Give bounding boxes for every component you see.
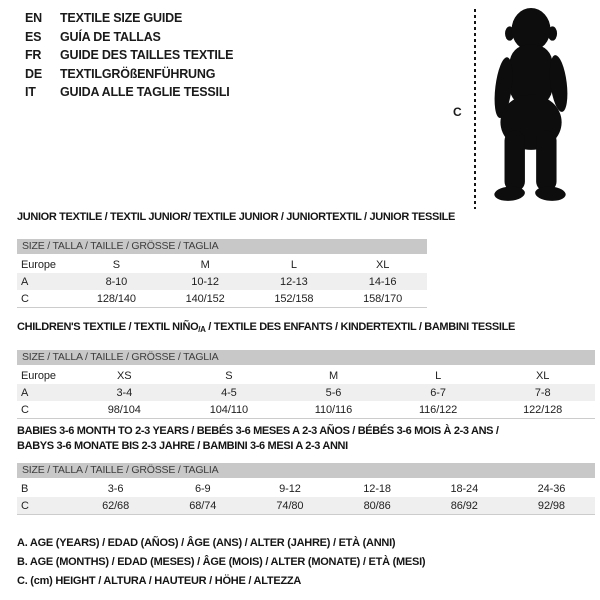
table-header-row: Europe S M L XL — [17, 256, 427, 273]
size-header-bar: SIZE / TALLA / TAILLE / GRÖSSE / TAGLIA — [17, 239, 427, 254]
column-header-label: Europe — [21, 258, 56, 271]
table-cell: 3-4 — [116, 386, 133, 399]
language-code: EN — [25, 11, 42, 25]
table-cell: 24-36 — [537, 482, 566, 495]
table-cell: 18-24 — [450, 482, 479, 495]
table-title-line: BABIES 3-6 MONTH TO 2-3 YEARS / BEBÉS 3-… — [17, 425, 499, 437]
table-cell: 7-8 — [534, 386, 551, 399]
column-header: S — [225, 369, 233, 382]
table-cell: 6-7 — [430, 386, 446, 399]
language-code: FR — [25, 48, 42, 62]
table-cell: 110/116 — [314, 403, 353, 416]
table-cell: 6-9 — [194, 482, 211, 495]
row-label: C — [21, 292, 29, 305]
table-rows: B 3-6 6-9 9-12 12-18 18-24 24-36 C 62/68 68/74 74/… — [17, 480, 595, 515]
table-cell: 122/128 — [523, 403, 563, 416]
column-header: M — [200, 258, 210, 271]
column-header-label: Europe — [21, 369, 56, 382]
table-title: BABIES 3-6 MONTH TO 2-3 YEARS / BEBÉS 3-… — [17, 424, 595, 454]
table-cell: 10-12 — [191, 275, 219, 288]
table-row: C 98/104 104/110 110/116 116/122 122/128 — [17, 401, 595, 418]
language-row: FR GUIDE DES TAILLES TEXTILE — [25, 46, 233, 65]
column-header: XS — [117, 369, 132, 382]
baby-silhouette-icon — [494, 8, 568, 201]
language-row: IT GUIDA ALLE TAGLIE TESSILI — [25, 83, 233, 102]
column-header: L — [290, 258, 297, 271]
table-header-row: Europe XS S M L XL — [17, 367, 595, 384]
table-title-text: / TEXTILE DES ENFANTS / KINDERTEXTIL / B… — [205, 321, 515, 333]
row-label: A — [21, 386, 29, 399]
table-cell: 140/152 — [185, 292, 225, 305]
table-cell: 98/104 — [107, 403, 141, 416]
language-title: TEXTILE SIZE GUIDE — [60, 11, 183, 25]
language-title: GUIDA ALLE TAGLIE TESSILI — [60, 85, 230, 99]
table-cell: 68/74 — [189, 499, 217, 512]
size-figure: C — [450, 5, 590, 215]
table-title-subscript: /A — [198, 325, 206, 334]
footnote: A. AGE (YEARS) / EDAD (AÑOS) / ÂGE (ANS)… — [17, 537, 396, 549]
footnote: C. (cm) HEIGHT / ALTURA / HAUTEUR / HÖHE… — [17, 575, 302, 587]
table-cell: 86/92 — [450, 499, 478, 512]
table-cell: 158/170 — [363, 292, 403, 305]
language-title: GUÍA DE TALLAS — [60, 29, 161, 44]
table-cell: 4-5 — [221, 386, 237, 399]
row-label: C — [21, 499, 29, 512]
table-title-line: BABYS 3-6 MONATE BIS 2-3 JAHRE / BAMBINI… — [17, 440, 348, 452]
size-header-bar: SIZE / TALLA / TAILLE / GRÖSSE / TAGLIA — [17, 350, 595, 365]
row-label: B — [21, 482, 29, 495]
table-cell: 9-12 — [279, 482, 301, 495]
column-header: M — [328, 369, 339, 382]
table-row: B 3-6 6-9 9-12 12-18 18-24 24-36 — [17, 480, 595, 497]
language-row: ES GUÍA DE TALLAS — [25, 28, 233, 47]
table-row: C 128/140 140/152 152/158 158/170 — [17, 290, 427, 307]
table-row: A 8-10 10-12 12-13 14-16 — [17, 273, 427, 290]
table-row: A 3-4 4-5 5-6 6-7 7-8 — [17, 384, 595, 401]
size-header-bar: SIZE / TALLA / TAILLE / GRÖSSE / TAGLIA — [17, 463, 595, 478]
language-code: DE — [25, 66, 42, 81]
language-title: GUIDE DES TAILLES TEXTILE — [60, 48, 234, 62]
column-header: L — [435, 369, 442, 382]
table-cell: 92/98 — [537, 499, 565, 512]
junior-textile-table: JUNIOR TEXTILE / TEXTIL JUNIOR/ TEXTILE … — [17, 211, 456, 308]
table-cell: 74/80 — [276, 499, 304, 512]
table-title-text: CHILDREN'S TEXTILE / TEXTIL NIÑO — [17, 321, 199, 333]
table-cell: 3-6 — [107, 482, 124, 495]
language-code: ES — [25, 29, 42, 44]
table-row: C 62/68 68/74 74/80 80/86 86/92 92/98 — [17, 497, 595, 514]
table-cell: 80/86 — [363, 499, 391, 512]
table-cell: 12-18 — [363, 482, 391, 495]
column-header: S — [112, 258, 120, 271]
table-cell: 128/140 — [96, 292, 136, 305]
language-row: EN TEXTILE SIZE GUIDE — [25, 9, 233, 28]
childrens-textile-table: CHILDREN'S TEXTILE / TEXTIL NIÑO/A / TEX… — [17, 321, 595, 419]
column-header: XL — [375, 258, 390, 271]
footnote: B. AGE (MONTHS) / EDAD (MESES) / ÂGE (MO… — [17, 556, 426, 568]
table-cell: 62/68 — [102, 499, 130, 512]
table-rows: Europe XS S M L XL A 3-4 4-5 5-6 6-7 7-8 C 98/104 104/… — [17, 367, 595, 419]
table-cell: 5-6 — [325, 386, 342, 399]
table-title: CHILDREN'S TEXTILE / TEXTIL NIÑO/A / TEX… — [17, 321, 595, 336]
table-cell: 8-10 — [105, 275, 128, 288]
column-header: XL — [536, 369, 550, 382]
table-title: JUNIOR TEXTILE / TEXTIL JUNIOR/ TEXTILE … — [17, 211, 456, 223]
row-label: A — [21, 275, 29, 288]
table-cell: 104/110 — [209, 403, 249, 416]
table-rows: Europe S M L XL A 8-10 10-12 12-13 14-16 C 128/140 1… — [17, 256, 427, 308]
language-list: EN TEXTILE SIZE GUIDE ES GUÍA DE TALLAS … — [25, 9, 233, 102]
row-label: C — [21, 403, 29, 416]
footnotes: A. AGE (YEARS) / EDAD (AÑOS) / ÂGE (ANS)… — [17, 534, 426, 591]
height-measure-line — [474, 9, 476, 209]
language-row: DE TEXTILGRÖßENFÜHRUNG — [25, 65, 233, 84]
table-cell: 152/158 — [274, 292, 314, 305]
table-cell: 12-13 — [280, 275, 308, 288]
language-code: IT — [25, 85, 36, 99]
table-cell: 116/122 — [418, 403, 458, 416]
height-measure-label: C — [453, 105, 462, 119]
table-cell: 14-16 — [368, 275, 397, 288]
language-title: TEXTILGRÖßENFÜHRUNG — [60, 66, 216, 81]
babies-textile-table: BABIES 3-6 MONTH TO 2-3 YEARS / BEBÉS 3-… — [17, 424, 595, 515]
